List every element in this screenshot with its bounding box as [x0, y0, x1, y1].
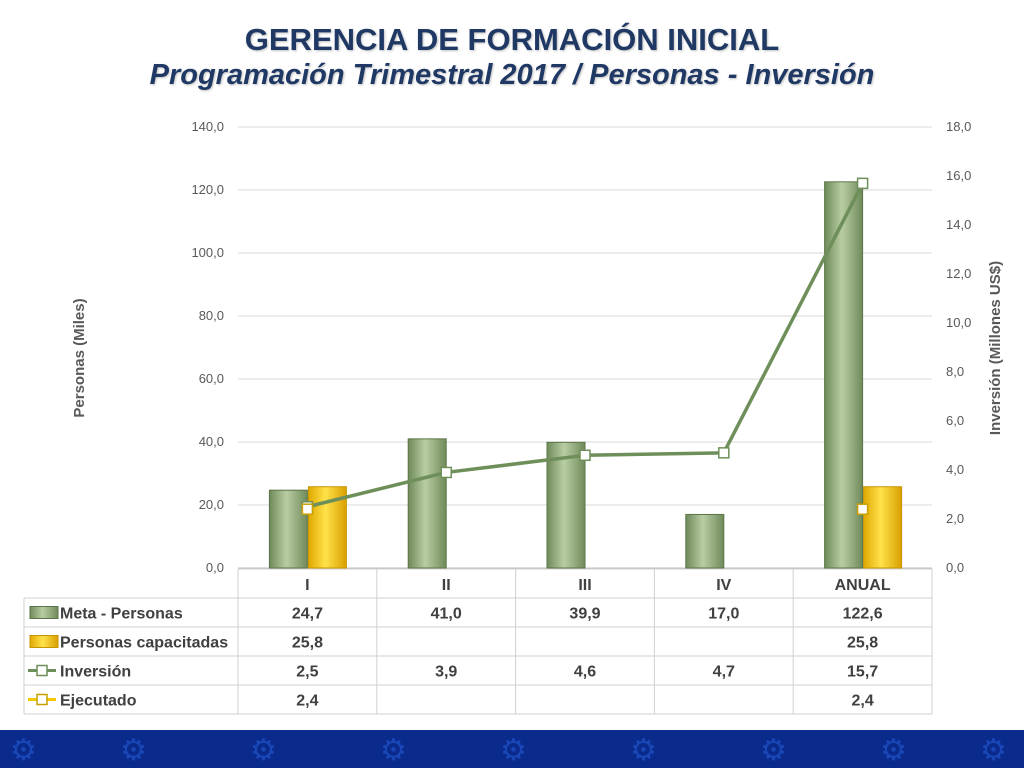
x-category-label: ANUAL — [835, 577, 891, 594]
legend-label: Personas capacitadas — [60, 635, 228, 652]
gear-icon: ⚙ — [880, 734, 907, 767]
bar-personas-capacitadas — [863, 486, 903, 569]
y-left-tick-label: 80,0 — [199, 308, 224, 323]
gear-icon: ⚙ — [380, 734, 407, 767]
table-cell-value: 41,0 — [431, 606, 462, 623]
table-cell-value: 2,4 — [851, 693, 873, 710]
table-cell-value: 2,5 — [296, 664, 318, 681]
x-category-label: IV — [716, 577, 731, 594]
gear-icon: ⚙ — [250, 734, 277, 767]
y-left-tick-label: 120,0 — [191, 182, 224, 197]
legend-key-bar — [29, 635, 59, 648]
table-cell-value: 4,6 — [574, 664, 596, 681]
y-right-tick-label: 6,0 — [946, 413, 964, 428]
gear-icon: ⚙ — [500, 734, 527, 767]
legend-key-marker — [36, 664, 48, 677]
gear-icon: ⚙ — [630, 734, 657, 767]
chart-title: GERENCIA DE FORMACIÓN INICIAL — [244, 22, 780, 57]
y-axis-right-title: Inversión (Millones US$) — [987, 261, 1004, 435]
bar-meta-personas — [546, 441, 586, 569]
y-left-tick-label: 100,0 — [191, 245, 224, 260]
marker-inversion — [440, 466, 452, 479]
table-cell-value: 122,6 — [843, 606, 883, 623]
marker-inversion — [579, 449, 591, 462]
y-right-tick-label: 16,0 — [946, 168, 971, 183]
gear-icon: ⚙ — [10, 734, 37, 767]
x-category-label: III — [578, 577, 591, 594]
legend-key-marker — [36, 693, 48, 706]
table-cell-value: 24,7 — [292, 606, 323, 623]
legend-label: Inversión — [60, 664, 131, 681]
y-right-tick-label: 8,0 — [946, 364, 964, 379]
y-left-tick-label: 60,0 — [199, 371, 224, 386]
y-axis-left-title: Personas (Miles) — [71, 298, 88, 417]
y-axis-right: 0,0 2,0 4,0 6,0 8,0 10,0 12,0 14,0 16,0 18,0 — [946, 119, 971, 575]
y-right-tick-label: 2,0 — [946, 511, 964, 526]
marker-inversion — [856, 177, 869, 190]
footer-band: ⚙ ⚙ ⚙ ⚙ ⚙ ⚙ ⚙ ⚙ ⚙ — [0, 730, 1024, 768]
table-cell-value: 2,4 — [296, 693, 318, 710]
bar-meta-personas — [407, 438, 447, 569]
marker-inversion — [718, 447, 730, 459]
legend-key-bar — [29, 606, 59, 619]
marker-ejecutado — [301, 503, 314, 515]
bar-meta-personas — [685, 513, 725, 569]
combo-chart: 0,0 20,0 40,0 60,0 80,0 100,0 120,0 140,0 0,0 2,… — [23, 119, 1004, 715]
gear-icon: ⚙ — [760, 734, 787, 767]
bar-meta-personas — [268, 489, 308, 569]
y-right-tick-label: 14,0 — [946, 217, 971, 232]
x-category-label: II — [442, 577, 451, 594]
table-cell-value: 15,7 — [847, 664, 878, 681]
table-cell-value: 4,7 — [713, 664, 735, 681]
table-cell-value: 17,0 — [708, 606, 739, 623]
bars — [268, 181, 903, 569]
lines — [301, 177, 869, 515]
legend-label: Meta - Personas — [60, 606, 183, 623]
y-axis-left: 0,0 20,0 40,0 60,0 80,0 100,0 120,0 140,0 — [191, 119, 224, 575]
table-cell-value: 25,8 — [292, 635, 323, 652]
x-category-label: I — [305, 577, 309, 594]
title-block: GERENCIA DE FORMACIÓN INICIAL Programaci… — [0, 22, 1024, 92]
table-cell-value: 25,8 — [847, 635, 878, 652]
y-right-tick-label: 10,0 — [946, 315, 971, 330]
y-right-tick-label: 12,0 — [946, 266, 971, 281]
y-left-tick-label: 140,0 — [191, 119, 224, 134]
legend-label: Ejecutado — [60, 693, 137, 710]
y-left-tick-label: 20,0 — [199, 497, 224, 512]
y-left-tick-label: 40,0 — [199, 434, 224, 449]
marker-ejecutado — [856, 503, 869, 515]
y-right-tick-label: 0,0 — [946, 560, 964, 575]
chart-subtitle: Programación Trimestral 2017 / Personas … — [149, 59, 875, 91]
gear-icon: ⚙ — [980, 734, 1007, 767]
gear-icon: ⚙ — [120, 734, 147, 767]
table-cell-value: 39,9 — [569, 606, 600, 623]
table-cell-value: 3,9 — [435, 664, 457, 681]
y-left-tick-label: 0,0 — [206, 560, 224, 575]
y-right-tick-label: 4,0 — [946, 462, 964, 477]
y-right-tick-label: 18,0 — [946, 119, 971, 134]
